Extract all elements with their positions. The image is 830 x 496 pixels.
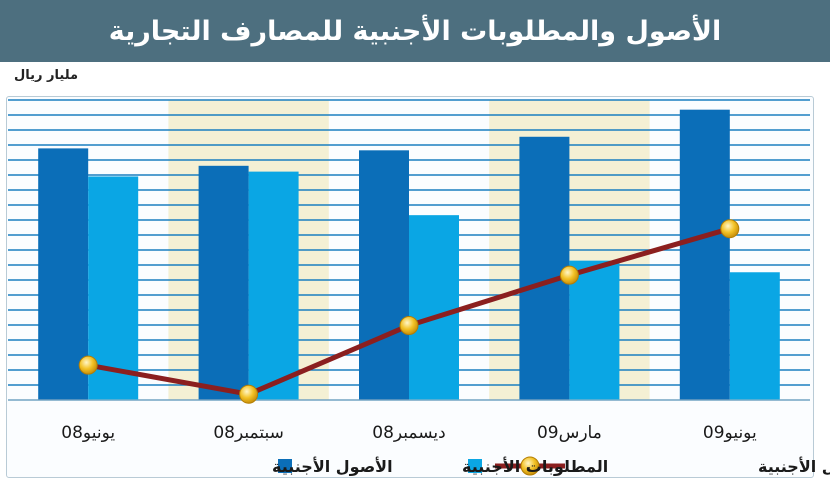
bar-assets <box>679 109 730 400</box>
chart-title: الأصول والمطلوبات الأجنبية للمصارف التجا… <box>108 15 722 47</box>
bar-assets <box>38 148 89 400</box>
bar-liabilities <box>569 260 620 400</box>
unit-label: مليار ريال <box>14 68 79 83</box>
net-assets-marker <box>559 265 579 285</box>
bar-assets <box>198 165 249 400</box>
legend-net-marker <box>520 456 540 476</box>
bar-liabilities <box>409 215 459 400</box>
net-assets-marker <box>239 384 259 404</box>
x-tick-label: يونيو09 <box>703 423 757 443</box>
x-tick-label: سبتمبر08 <box>213 423 283 443</box>
bar-liabilities <box>729 272 780 400</box>
net-assets-marker <box>399 315 419 335</box>
x-tick-label: ديسمبر08 <box>372 423 445 443</box>
net-assets-marker <box>78 355 98 375</box>
legend-liabilities-label: المطلوبات الأجنبية <box>462 457 608 476</box>
x-tick-label: يونيو08 <box>61 423 115 443</box>
bar-assets <box>359 150 409 400</box>
legend-liabilities-swatch <box>468 459 482 473</box>
x-tick-label: مارس09 <box>537 423 602 443</box>
bar-liabilities <box>248 171 299 400</box>
legend-assets-label: الأصول الأجنبية <box>272 457 393 476</box>
bar-assets <box>519 136 570 400</box>
legend-assets-swatch <box>278 459 292 473</box>
title-bar: الأصول والمطلوبات الأجنبية للمصارف التجا… <box>0 0 830 62</box>
net-assets-marker <box>720 219 740 239</box>
legend-net-label: صافي الأصول الأجنبية <box>758 457 830 477</box>
